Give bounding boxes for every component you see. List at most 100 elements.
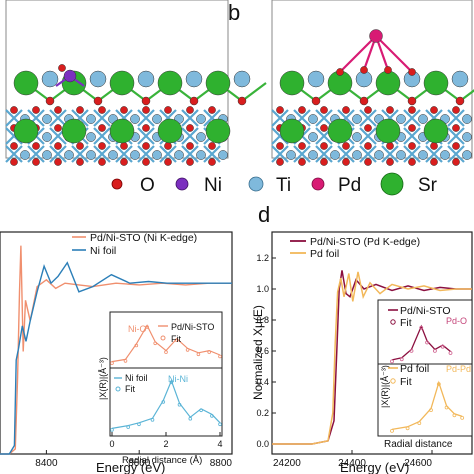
oxygen-atom <box>276 106 284 114</box>
strontium-atom <box>13 70 39 96</box>
inset-d-fit-point <box>405 426 410 431</box>
inset-d-top-legend-1: Fit <box>400 317 412 329</box>
inset-c-fit-point <box>199 408 203 413</box>
titanium-atom <box>233 70 251 88</box>
inset-d-top-legend-0: Pd/Ni-STO <box>400 305 451 317</box>
titanium-atom <box>308 132 318 142</box>
oxygen-atom <box>364 142 372 150</box>
chart-d-ytick-label: 1.2 <box>256 253 269 263</box>
inset-d-xlabel: Radial distance <box>384 439 453 450</box>
oxygen-atom <box>320 142 328 150</box>
oxygen-atom <box>208 158 216 166</box>
legend-d-label-0: Pd/Ni-STO (Pd K-edge) <box>310 236 420 248</box>
inset-c-xtick-label: 2 <box>163 439 168 449</box>
oxygen-atom <box>452 142 460 150</box>
titanium-atom <box>396 114 406 124</box>
oxygen-atom <box>45 96 55 106</box>
oxygen-atom <box>32 158 40 166</box>
titanium-atom <box>307 70 325 88</box>
ti-o-bond <box>359 127 377 145</box>
oxygen-atom <box>386 142 394 150</box>
titanium-atom <box>152 150 162 160</box>
titanium-atom <box>130 150 140 160</box>
inset-c-annot-0: Ni-O <box>128 324 147 334</box>
oxygen-atom <box>208 106 216 114</box>
titanium-atom <box>196 114 206 124</box>
strontium-legend-marker <box>380 172 404 196</box>
inset-c-xtick-label: 4 <box>217 439 222 449</box>
titanium-atom <box>196 132 206 142</box>
oxygen-atom <box>98 106 106 114</box>
ti-o-bond <box>49 109 67 127</box>
oxygen-atom <box>359 96 369 106</box>
panel-label-d: d <box>258 202 270 227</box>
titanium-atom <box>218 150 228 160</box>
inset-c-xlabel: Radial distance (Å) <box>122 455 202 466</box>
oxygen-atom <box>408 68 416 76</box>
ti-o-bond <box>93 109 111 127</box>
chart-c-lines <box>0 245 232 455</box>
strontium-atom <box>61 118 87 144</box>
inset-d-fit-point <box>399 357 404 362</box>
strontium-atom <box>109 118 135 144</box>
oxygen-atom <box>430 106 438 114</box>
inset-c-fit-point <box>169 380 174 385</box>
inset-c-fit-point <box>123 359 128 363</box>
ti-o-bond <box>5 109 23 127</box>
oxygen-atom <box>276 142 284 150</box>
oxygen-atom <box>311 96 321 106</box>
inset-c-lines <box>110 324 222 432</box>
titanium-atom <box>20 150 30 160</box>
titanium-legend-marker <box>248 176 264 192</box>
inset-d-annot-1: Pd-Pd <box>446 364 471 374</box>
inset-c-fit-point <box>110 428 114 432</box>
chart-c-xticks: 8400 8600 8800 <box>35 450 233 469</box>
panel-label-b: b <box>228 0 240 25</box>
ti-o-bond <box>403 109 421 127</box>
ti-o-bond <box>271 109 289 127</box>
inset-c-fit-point <box>177 402 182 407</box>
inset-c-fit-point <box>188 416 193 421</box>
strontium-atom <box>423 118 449 144</box>
titanium-atom <box>330 150 340 160</box>
oxygen-atom <box>142 158 150 166</box>
titanium-atom <box>352 150 362 160</box>
inset-c-fit-point <box>126 425 130 429</box>
ti-o-bond <box>27 145 45 163</box>
oxygen-atom <box>298 142 306 150</box>
inset-d-fit-point <box>417 421 422 426</box>
ti-o-bond <box>337 145 355 163</box>
titanium-atom <box>42 114 52 124</box>
titanium-atom <box>86 150 96 160</box>
ti-o-bond <box>181 145 199 163</box>
strontium-legend-label: Sr <box>418 175 438 196</box>
titanium-legend-label: Ti <box>276 175 291 196</box>
oxygen-atom <box>10 158 18 166</box>
oxygen-atom <box>360 66 368 74</box>
atom-legend: O Ni Ti Pd Sr <box>111 172 438 196</box>
inset-c-fit-point <box>175 338 179 343</box>
oxygen-atom <box>32 142 40 150</box>
ti-o-bond <box>359 109 377 127</box>
ti-o-bond <box>49 145 67 163</box>
inset-d-ylabel: |X(R)|(Å⁻³) <box>380 365 390 408</box>
inset-d-bottom-fit-marker <box>390 378 396 384</box>
titanium-atom <box>396 150 406 160</box>
inset-d-fit-point <box>409 348 414 353</box>
ti-o-bond <box>115 145 133 163</box>
inset-c-fit-point <box>196 352 201 357</box>
titanium-atom <box>374 150 384 160</box>
chart-d-ylabel: Normalized Xμ(E) <box>251 305 265 400</box>
titanium-atom <box>42 150 52 160</box>
oxygen-atom <box>452 124 460 132</box>
oxygen-atom <box>54 106 62 114</box>
oxygen-atom <box>408 124 416 132</box>
chart-c-xtick-label: 8400 <box>35 458 58 469</box>
oxygen-atom <box>407 96 417 106</box>
ti-o-bond <box>181 109 199 127</box>
inset-c-bottom-legend-1: Fit <box>125 384 135 394</box>
inset-d-fit-point <box>429 408 433 413</box>
oxygen-atom <box>342 158 350 166</box>
ti-o-bond <box>137 145 155 163</box>
